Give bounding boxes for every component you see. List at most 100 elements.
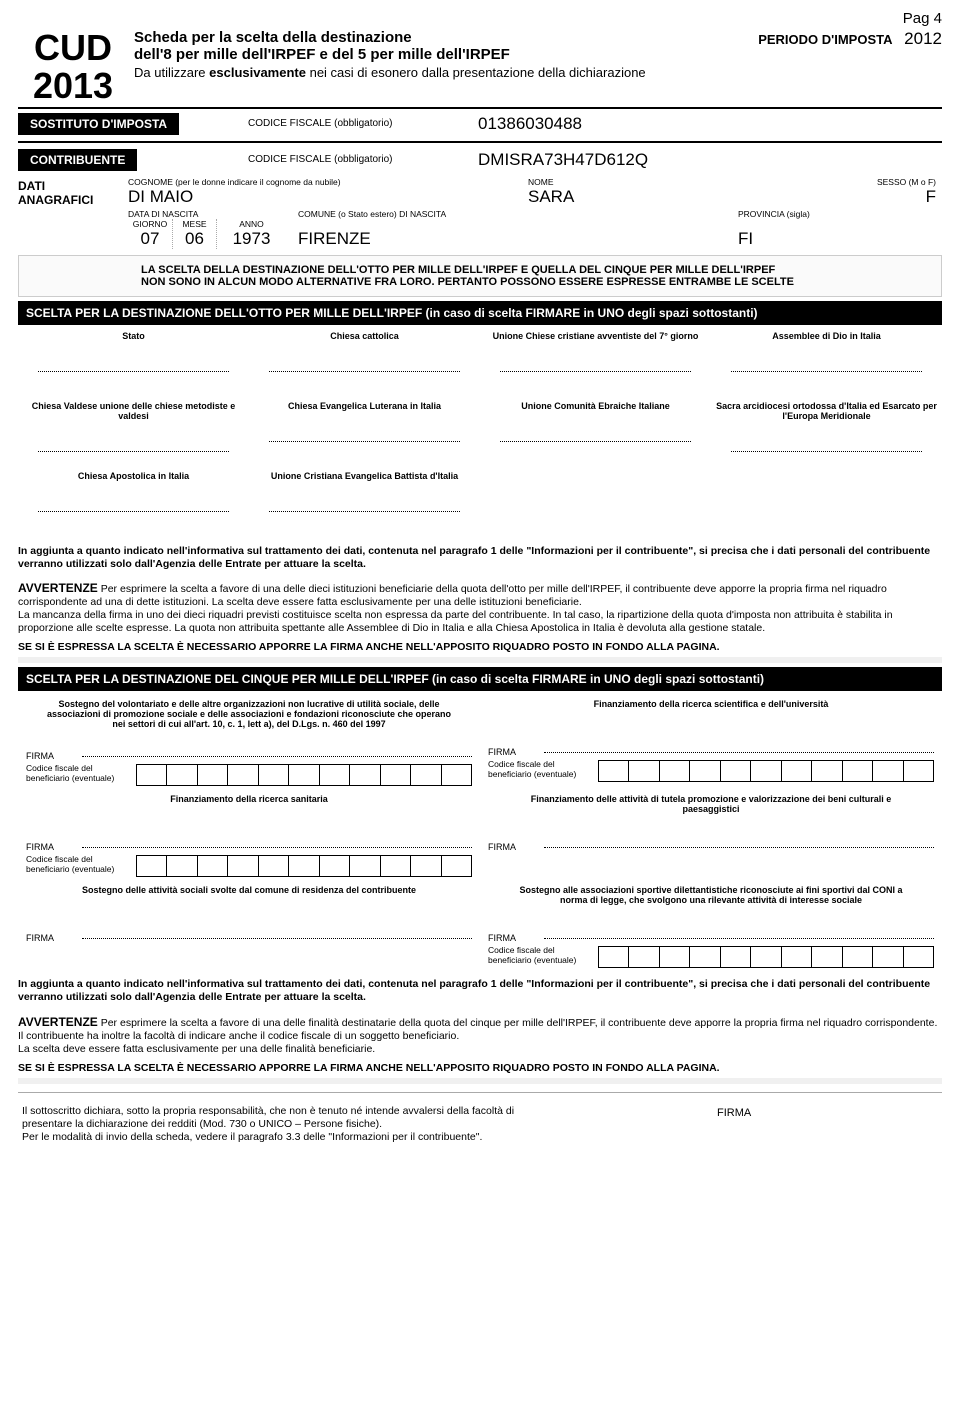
anno-val: 1973 [217, 229, 286, 249]
cinque-col-right: Sostegno alle associazioni sportive dile… [480, 881, 942, 968]
firma-line[interactable] [82, 847, 472, 848]
cf-boxes[interactable] [598, 760, 934, 782]
signature-line[interactable] [38, 511, 229, 512]
contribuente-cf: DMISRA73H47D612Q [478, 150, 648, 170]
header-row: CUD 2013 Scheda per la scelta della dest… [18, 29, 942, 105]
signature-line[interactable] [500, 371, 691, 372]
otto-option-label: Chiesa Apostolica in Italia [22, 471, 245, 481]
avvertenze-label-1: AVVERTENZE [18, 581, 98, 595]
otto-option-label: Sacra arcidiocesi ortodossa d'Italia ed … [715, 401, 938, 421]
cud-block: CUD 2013 [18, 29, 128, 105]
mese-label: MESE [173, 219, 216, 229]
signature-line[interactable] [500, 441, 691, 442]
cf-label-1: CODICE FISCALE (obbligatorio) [248, 118, 478, 129]
firma-line[interactable] [544, 938, 934, 939]
cf-boxes[interactable] [598, 946, 934, 968]
cinque-final-line: SE SI È ESPRESSA LA SCELTA È NECESSARIO … [18, 1062, 942, 1074]
signature-line[interactable] [731, 371, 922, 372]
cud-l1: CUD [18, 29, 128, 67]
firma-label: FIRMA [26, 842, 76, 852]
cf-benef-label: Codice fiscale del beneficiario (eventua… [26, 855, 136, 874]
comune-label: COMUNE (o Stato estero) DI NASCITA [298, 209, 738, 219]
sesso-val: F [828, 187, 936, 207]
otto-header: SCELTA PER LA DESTINAZIONE DELL'OTTO PER… [18, 301, 942, 325]
otto-option[interactable]: Chiesa Evangelica Luterana in Italia [249, 395, 480, 465]
otto-option[interactable]: Stato [18, 325, 249, 395]
giorno-label: GIORNO [128, 219, 172, 229]
cinque-option-head: Sostegno alle associazioni sportive dile… [488, 881, 934, 915]
anno-label: ANNO [217, 219, 286, 229]
firma-row: FIRMA [488, 747, 934, 757]
header-sub-pre: Da utilizzare [134, 65, 209, 80]
cinque-col-left: Sostegno delle attività sociali svolte d… [18, 881, 480, 968]
cinque-col-left: Finanziamento della ricerca sanitaria FIR… [18, 790, 480, 877]
avvertenze-label-2: AVVERTENZE [18, 1015, 98, 1029]
header-title-l1: Scheda per la scelta della destinazione [134, 29, 732, 46]
cognome-label: COGNOME (per le donne indicare il cognom… [128, 177, 528, 187]
dati-anagrafici-label: DATI ANAGRAFICI [18, 177, 128, 207]
cinque-option-head: Finanziamento delle attività di tutela p… [488, 790, 934, 824]
notice-box: LA SCELTA DELLA DESTINAZIONE DELL'OTTO P… [18, 255, 942, 297]
otto-option[interactable]: Unione Cristiana Evangelica Battista d'I… [249, 465, 480, 535]
firma-line[interactable] [544, 752, 934, 753]
otto-option[interactable]: Chiesa Valdese unione delle chiese metod… [18, 395, 249, 465]
firma-line[interactable] [82, 938, 472, 939]
signature-line[interactable] [731, 451, 922, 452]
cinque-avv: AVVERTENZE Per esprimere la scelta a fav… [18, 1015, 942, 1056]
otto-option[interactable]: Unione Chiese cristiane avventiste del 7… [480, 325, 711, 395]
signature-line[interactable] [38, 451, 229, 452]
cinque-option-head: Finanziamento della ricerca sanitaria [26, 790, 472, 824]
otto-avv: AVVERTENZE Per esprimere la scelta a fav… [18, 581, 942, 636]
otto-option-label: Chiesa cattolica [253, 331, 476, 341]
otto-option[interactable]: Sacra arcidiocesi ortodossa d'Italia ed … [711, 395, 942, 465]
declaration-box: Il sottoscritto dichiara, sotto la propr… [18, 1092, 942, 1148]
mese-val: 06 [173, 229, 216, 249]
otto-option-label: Chiesa Valdese unione delle chiese metod… [22, 401, 245, 421]
otto-option[interactable]: Chiesa cattolica [249, 325, 480, 395]
cinque-avv-text: Per esprimere la scelta a favore di una … [18, 1017, 937, 1055]
nome-label: NOME [528, 177, 828, 187]
cf-benef-label: Codice fiscale del beneficiario (eventua… [488, 946, 598, 965]
cf-boxes[interactable] [136, 764, 472, 786]
giorno-val: 07 [128, 229, 172, 249]
header-title-l2: dell'8 per mille dell'IRPEF e del 5 per … [134, 46, 732, 63]
cf-row: Codice fiscale del beneficiario (eventua… [488, 946, 934, 968]
sostituto-label: SOSTITUTO D'IMPOSTA [18, 113, 179, 135]
contribuente-label: CONTRIBUENTE [18, 149, 137, 171]
comune-val: FIRENZE [298, 229, 738, 249]
provincia-label: PROVINCIA (sigla) [738, 209, 942, 219]
cinque-row: Sostegno delle attività sociali svolte d… [18, 881, 942, 968]
cf-boxes[interactable] [136, 855, 472, 877]
signature-line[interactable] [269, 441, 460, 442]
header-subtitle: Da utilizzare esclusivamente nei casi di… [134, 65, 732, 80]
header-sub-post: nei casi di esonero dalla presentazione … [306, 65, 646, 80]
notice-l2: NON SONO IN ALCUN MODO ALTERNATIVE FRA L… [141, 276, 929, 288]
otto-option[interactable]: Unione Comunità Ebraiche Italiane [480, 395, 711, 465]
otto-option-label: Assemblee di Dio in Italia [715, 331, 938, 341]
cf-row: Codice fiscale del beneficiario (eventua… [488, 760, 934, 782]
firma-row: FIRMA [488, 842, 934, 852]
otto-option[interactable]: Chiesa Apostolica in Italia [18, 465, 249, 535]
signature-line[interactable] [269, 511, 460, 512]
cinque-option-head: Sostegno del volontariato e delle altre … [26, 695, 472, 733]
nome-val: SARA [528, 187, 828, 207]
signature-line[interactable] [269, 371, 460, 372]
firma-row: FIRMA [26, 933, 472, 943]
cinque-para1: In aggiunta a quanto indicato nell'infor… [18, 978, 942, 1004]
signature-line[interactable] [38, 371, 229, 372]
data-nascita-label: DATA DI NASCITA [128, 209, 298, 219]
firma-line[interactable] [544, 847, 934, 848]
otto-para1: In aggiunta a quanto indicato nell'infor… [18, 545, 942, 571]
cf-benef-label: Codice fiscale del beneficiario (eventua… [26, 764, 136, 783]
otto-option-label: Unione Chiese cristiane avventiste del 7… [484, 331, 707, 341]
cf-benef-label: Codice fiscale del beneficiario (eventua… [488, 760, 598, 779]
firma-row: FIRMA [26, 751, 472, 761]
firma-label: FIRMA [488, 842, 538, 852]
firma-line[interactable] [82, 756, 472, 757]
cinque-col-right: Finanziamento della ricerca scientifica … [480, 695, 942, 786]
firma-label: FIRMA [26, 933, 76, 943]
dati-l1: DATI [18, 179, 128, 193]
periodo-label: PERIODO D'IMPOSTA [758, 32, 892, 47]
firma-label: FIRMA [26, 751, 76, 761]
otto-option[interactable]: Assemblee di Dio in Italia [711, 325, 942, 395]
